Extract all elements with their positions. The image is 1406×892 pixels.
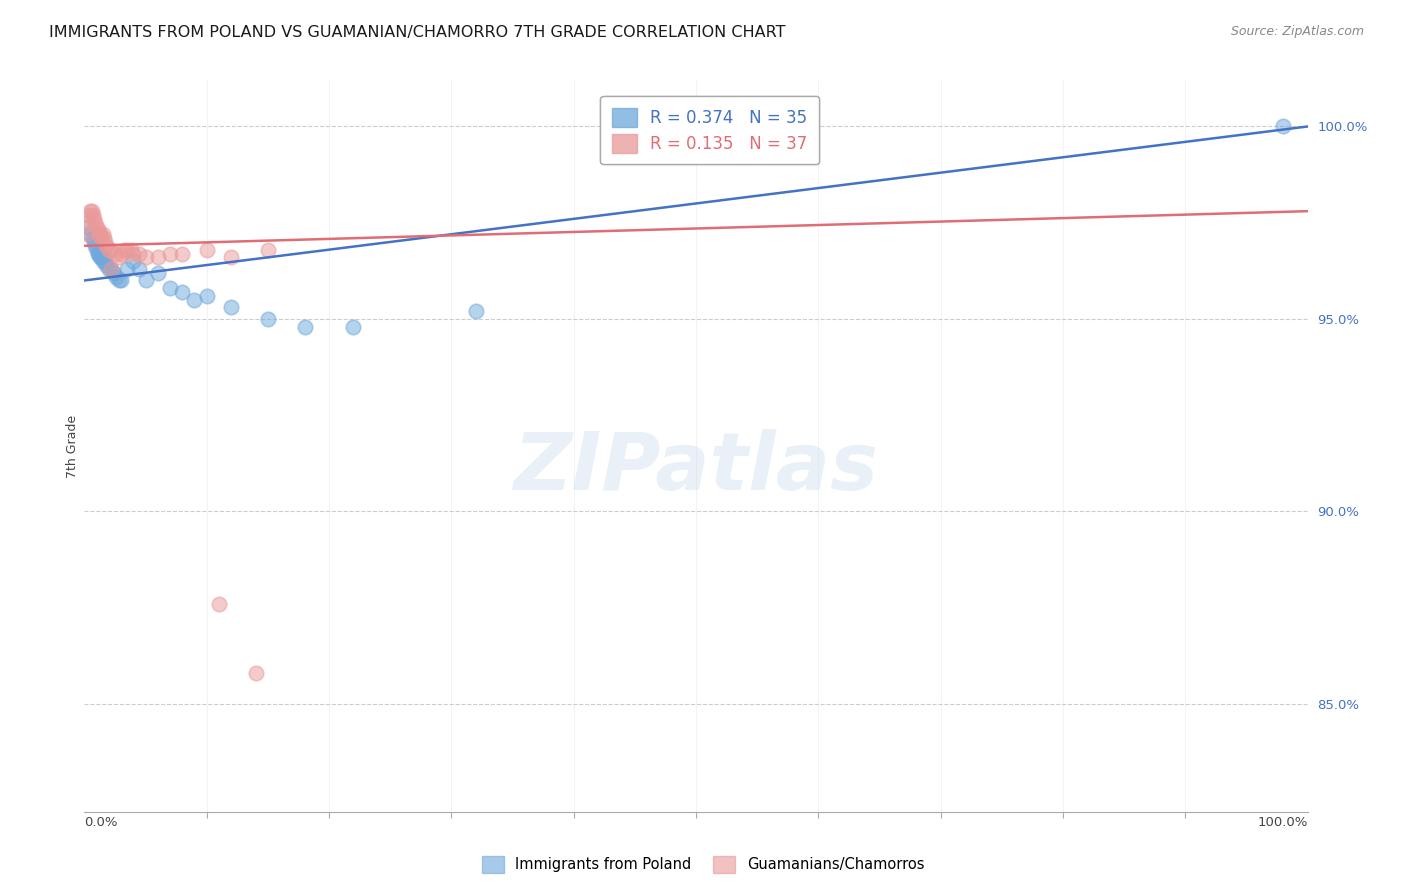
Point (100, 261, 122, 276)
Point (159, 281, 181, 295)
Point (77, 208, 100, 222)
Point (100, 261, 122, 276)
Point (195, 289, 218, 303)
Point (122, 246, 145, 260)
Text: IMMIGRANTS FROM POLAND VS GUAMANIAN/CHAMORRO 7TH GRADE CORRELATION CHART: IMMIGRANTS FROM POLAND VS GUAMANIAN/CHAM… (49, 25, 786, 40)
Point (89, 251, 111, 265)
Point (87, 246, 110, 260)
Point (183, 293, 205, 307)
Point (257, 243, 280, 257)
Point (90, 231, 112, 245)
Point (87, 246, 110, 260)
Point (208, 597, 231, 611)
Point (94, 254, 117, 268)
Point (159, 246, 181, 260)
Point (82, 231, 104, 245)
Point (115, 243, 138, 257)
Point (342, 319, 364, 334)
Point (87, 227, 110, 242)
Point (82, 208, 104, 222)
Legend: Immigrants from Poland, Guamanians/Chamorros: Immigrants from Poland, Guamanians/Chamo… (474, 849, 932, 880)
Point (84, 239, 107, 253)
Point (90, 251, 112, 265)
Point (110, 246, 132, 260)
Point (122, 254, 145, 268)
Point (97, 243, 120, 257)
Point (257, 312, 280, 326)
Point (135, 273, 157, 287)
Point (96, 258, 118, 272)
Point (79, 204, 101, 219)
Point (294, 319, 316, 334)
Point (91, 227, 114, 242)
Point (89, 227, 111, 242)
Text: 0.0%: 0.0% (84, 815, 118, 829)
Point (104, 246, 127, 260)
Point (100, 243, 122, 257)
Point (245, 666, 267, 681)
Text: Source: ZipAtlas.com: Source: ZipAtlas.com (1230, 25, 1364, 38)
Point (110, 273, 132, 287)
Point (112, 243, 135, 257)
Point (1272, 120, 1295, 134)
Point (219, 301, 242, 315)
Point (86, 219, 108, 234)
Point (146, 266, 169, 280)
Point (83, 211, 105, 226)
Point (80, 204, 103, 219)
Point (84, 216, 107, 230)
Point (146, 251, 169, 265)
Text: 100.0%: 100.0% (1257, 815, 1308, 829)
Point (87, 223, 110, 237)
Point (128, 246, 150, 260)
Point (105, 269, 128, 284)
Y-axis label: 7th Grade: 7th Grade (66, 415, 79, 477)
Point (128, 261, 150, 276)
Point (107, 273, 129, 287)
Point (464, 304, 486, 318)
Point (76, 227, 98, 242)
Point (97, 261, 120, 276)
Point (115, 261, 138, 276)
Text: ZIPatlas: ZIPatlas (513, 429, 879, 507)
Point (79, 227, 101, 242)
Point (86, 243, 108, 257)
Point (93, 251, 115, 265)
Legend: R = 0.374   N = 35, R = 0.135   N = 37: R = 0.374 N = 35, R = 0.135 N = 37 (600, 96, 820, 164)
Point (172, 246, 194, 260)
Point (83, 235, 105, 249)
Point (135, 251, 157, 265)
Point (107, 251, 129, 265)
Point (77, 216, 100, 230)
Point (172, 285, 194, 299)
Point (77, 219, 100, 234)
Point (219, 251, 242, 265)
Point (91, 254, 114, 268)
Point (94, 235, 117, 249)
Point (195, 243, 218, 257)
Point (93, 231, 115, 245)
Point (103, 266, 125, 280)
Point (120, 243, 142, 257)
Point (96, 239, 118, 253)
